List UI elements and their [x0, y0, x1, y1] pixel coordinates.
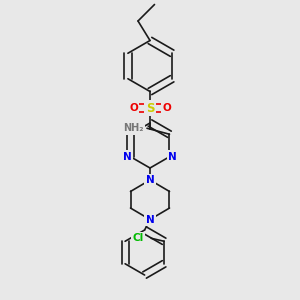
Text: N: N: [123, 152, 132, 162]
Text: NH₂: NH₂: [124, 123, 144, 133]
Text: S: S: [146, 101, 154, 115]
Text: N: N: [146, 214, 154, 224]
Text: O: O: [162, 103, 171, 113]
Text: N: N: [146, 175, 154, 185]
Text: Cl: Cl: [132, 233, 144, 243]
Text: O: O: [129, 103, 138, 113]
Text: N: N: [168, 152, 177, 162]
